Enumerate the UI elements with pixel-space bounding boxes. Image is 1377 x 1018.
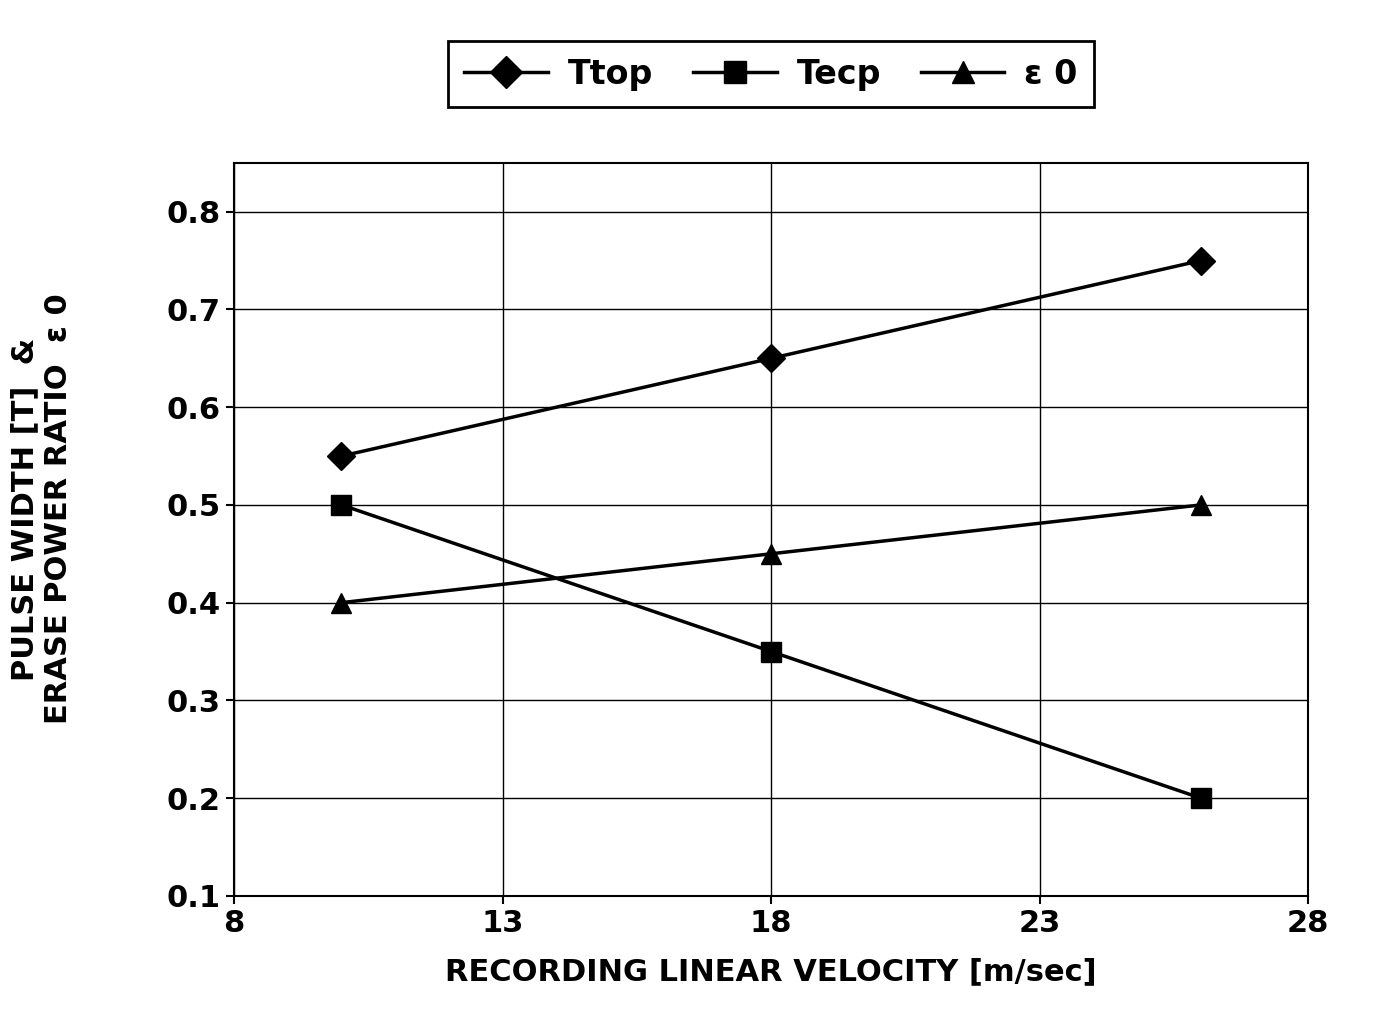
Ttop: [1192, 254, 1209, 267]
Ttop: [763, 352, 779, 364]
Line: Tecp: Tecp: [332, 495, 1210, 808]
Legend: Ttop, Tecp, ε 0: Ttop, Tecp, ε 0: [448, 41, 1095, 107]
Ttop: [333, 450, 350, 462]
ε 0: [763, 548, 779, 560]
X-axis label: RECORDING LINEAR VELOCITY [m/sec]: RECORDING LINEAR VELOCITY [m/sec]: [445, 958, 1097, 986]
Tecp: [333, 499, 350, 511]
ε 0: [1192, 499, 1209, 511]
Tecp: [763, 645, 779, 658]
ε 0: [333, 597, 350, 609]
Text: PULSE WIDTH [T]  &
ERASE POWER RATIO  ε 0: PULSE WIDTH [T] & ERASE POWER RATIO ε 0: [10, 293, 73, 725]
Tecp: [1192, 792, 1209, 804]
Line: Ttop: Ttop: [332, 250, 1210, 466]
Line: ε 0: ε 0: [332, 495, 1210, 613]
